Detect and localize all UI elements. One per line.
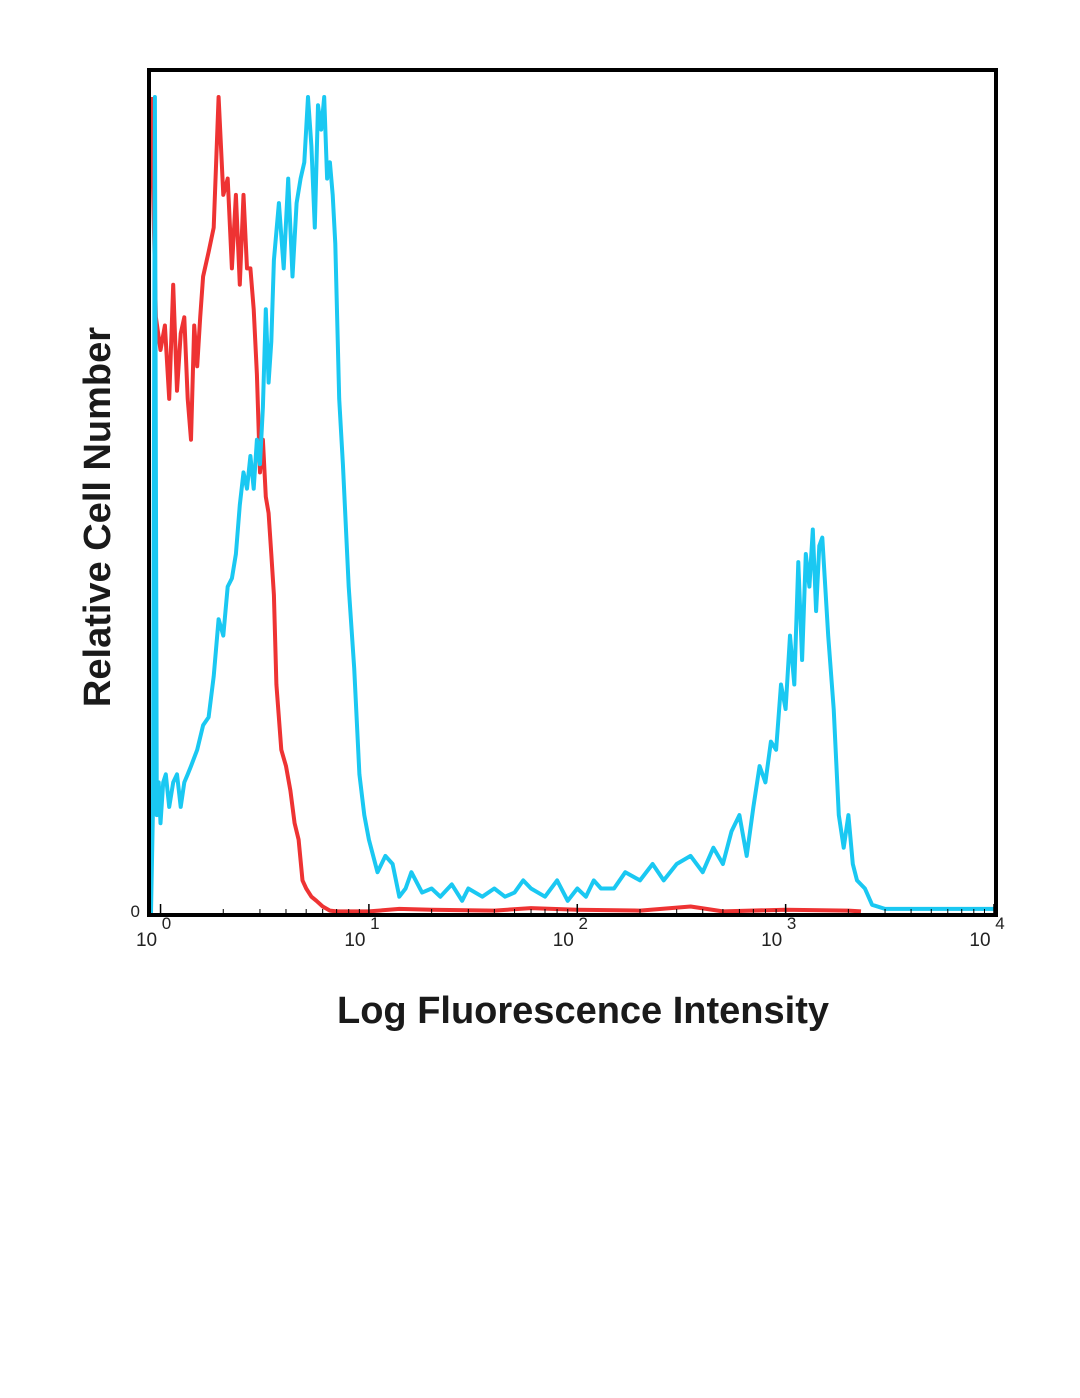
series-line-1	[149, 95, 862, 914]
x-tick-label-exponent: 0	[162, 914, 171, 933]
x-tick-label-base: 10	[553, 930, 574, 951]
x-tick-layer: 10 0 10 1 10 2 10 3 10 4	[136, 904, 1005, 951]
x-tick-label-base: 10	[136, 930, 157, 951]
x-tick-label-exponent: 4	[995, 914, 1004, 933]
y-axis-title: Relative Cell Number	[77, 327, 119, 707]
y-zero-label: 0	[131, 902, 140, 921]
x-tick-label-base: 10	[344, 930, 365, 951]
x-tick-label-base: 10	[969, 930, 990, 951]
series-line-2	[149, 95, 994, 914]
x-tick-label-exponent: 2	[579, 914, 588, 933]
x-tick-label-exponent: 1	[370, 914, 379, 933]
plot-frame	[147, 68, 998, 917]
x-tick-label-exponent: 3	[787, 914, 796, 933]
x-axis-title: Log Fluorescence Intensity	[337, 990, 829, 1032]
series-layer	[149, 95, 994, 914]
x-tick-label-base: 10	[761, 930, 782, 951]
